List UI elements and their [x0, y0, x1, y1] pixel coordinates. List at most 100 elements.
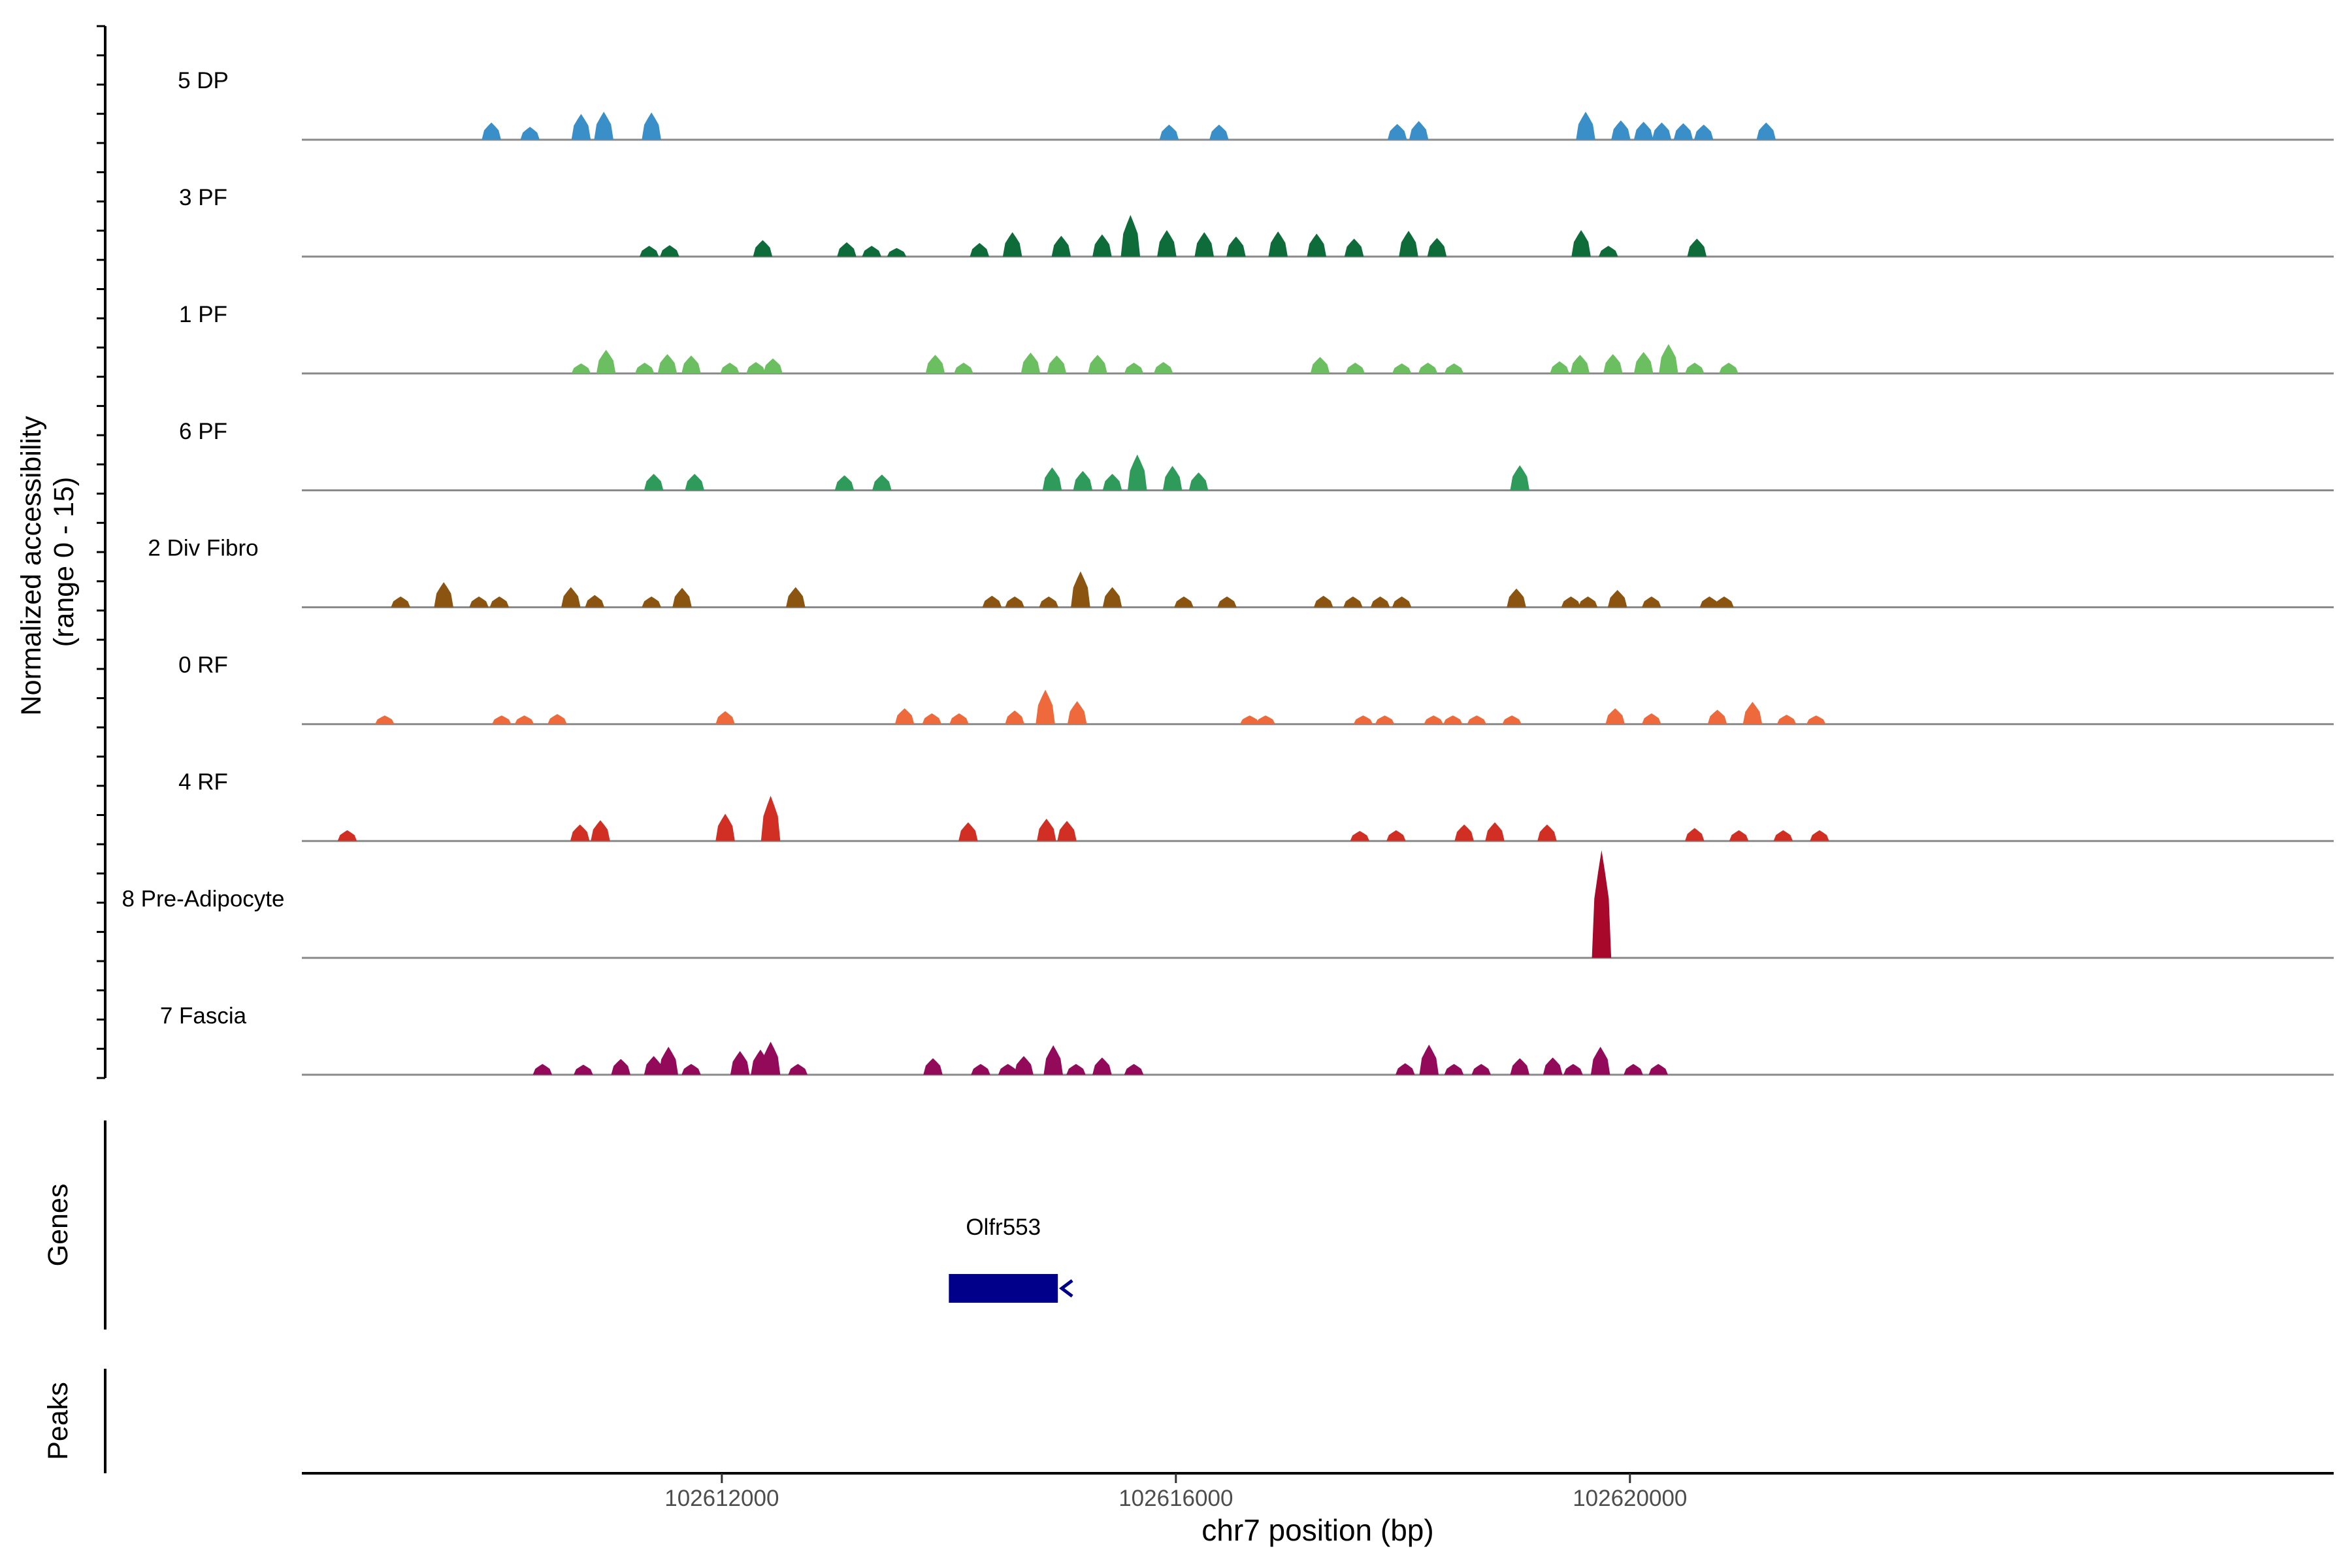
coverage-peak [1642, 596, 1661, 608]
coverage-peak [1471, 1064, 1491, 1075]
gene-strand-arrow [1058, 1279, 1073, 1298]
track-label: 1 PF [179, 302, 227, 327]
peaks-track-label: Peaks [42, 1382, 74, 1460]
coverage-peak [1607, 590, 1627, 608]
coverage-peak [571, 363, 591, 374]
coverage-peak [1092, 234, 1112, 257]
coverage-peak [1344, 238, 1364, 257]
coverage-peak [763, 358, 783, 374]
coverage-peak [760, 795, 781, 841]
coverage-peak [1570, 355, 1590, 374]
coverage-peak [1353, 715, 1373, 725]
coverage-peak [1005, 710, 1024, 725]
y-axis-title-line2: (range 0 - 15) [48, 477, 80, 647]
coverage-peak [872, 474, 892, 491]
track-label: 2 Div Fibro [148, 536, 258, 561]
coverage-peak [574, 1064, 593, 1075]
coverage-peak [1310, 357, 1330, 374]
coverage-peak [1051, 235, 1071, 257]
coverage-peak [1194, 232, 1215, 257]
coverage-peak [1307, 233, 1327, 257]
coverage-peak [837, 242, 857, 257]
coverage-peak [720, 363, 740, 374]
coverage-peak [971, 1064, 990, 1075]
coverage-peak [1217, 596, 1237, 608]
coverage-peak [925, 355, 945, 374]
coverage-peak [1073, 470, 1093, 491]
coverage-peak [1343, 596, 1363, 608]
gene-body [949, 1274, 1058, 1303]
coverage-peak [1042, 467, 1062, 491]
coverage-peak [894, 708, 915, 725]
coverage-peak [1714, 596, 1734, 608]
y-axis-title-line1: Normalized accessibility [16, 416, 47, 715]
coverage-peak [1370, 596, 1390, 608]
coverage-peak [1810, 830, 1829, 841]
coverage-peak [1444, 363, 1464, 374]
coverage-peak [1633, 351, 1654, 374]
coverage-peak [1014, 1056, 1034, 1075]
coverage-track: 3 PF [179, 185, 2334, 258]
coverage-peak [570, 824, 590, 841]
coverage-track: 5 DP [178, 68, 2334, 141]
coverage-peak [1043, 1045, 1063, 1075]
coverage-peak [954, 363, 973, 374]
coverage-peak [1652, 122, 1672, 140]
coverage-peak [1036, 819, 1056, 841]
coverage-peak [887, 248, 907, 257]
track-label: 7 Fascia [160, 1003, 247, 1028]
coverage-peak [672, 587, 692, 608]
x-axis: 102612000 102616000 102620000 [302, 1472, 2334, 1511]
coverage-peak [1209, 124, 1229, 140]
coverage-peak [1102, 474, 1122, 491]
coverage-peak [1409, 121, 1429, 140]
coverage-peak [1124, 363, 1144, 374]
track-label: 3 PF [179, 185, 227, 210]
coverage-peak [1699, 596, 1720, 608]
track-label: 4 RF [178, 770, 228, 795]
coverage-peak [1624, 1064, 1643, 1075]
coverage-peak [489, 596, 510, 608]
coverage-peak [1561, 596, 1581, 608]
coverage-peak [1742, 702, 1763, 725]
x-tick-label: 102616000 [1119, 1486, 1233, 1511]
track-label: 8 Pre-Adipocyte [122, 886, 284, 911]
coverage-peak [1350, 830, 1370, 841]
coverage-peak [922, 713, 942, 725]
coverage-peak [1157, 230, 1177, 257]
coverage-peak [1773, 830, 1793, 841]
coverage-peak [375, 715, 395, 725]
y-axis-title: Normalized accessibility (range 0 - 15) [16, 416, 80, 715]
coverage-peak [788, 1064, 808, 1075]
coverage-peak [1642, 713, 1661, 725]
coverage-peak [1066, 1064, 1086, 1075]
coverage-peak [1386, 830, 1406, 841]
coverage-peak [1578, 596, 1598, 608]
coverage-peak [1719, 363, 1739, 374]
coverage-peak [1071, 571, 1090, 608]
gene-annotations: Olfr553 [949, 1215, 1073, 1303]
coverage-peak [730, 1051, 750, 1075]
track-label: 5 DP [178, 68, 229, 93]
coverage-peak [1124, 1064, 1144, 1075]
coverage-track: 0 RF [178, 653, 2334, 725]
coverage-peak [1444, 1064, 1464, 1075]
coverage-peak [1226, 236, 1246, 257]
coverage-peak [1599, 246, 1618, 257]
coverage-peak [532, 1064, 553, 1075]
coverage-peak [1005, 596, 1024, 608]
coverage-peak [1605, 708, 1625, 725]
coverage-peak [520, 127, 540, 140]
coverage-peak [547, 713, 567, 725]
coverage-peak [1399, 231, 1418, 257]
coverage-peak [1256, 715, 1275, 725]
coverage-peak [982, 595, 1002, 608]
coverage-peak [1633, 122, 1654, 140]
y-axis [97, 25, 106, 1079]
coverage-peak [1776, 715, 1797, 725]
coverage-peak [862, 246, 881, 257]
coverage-peak [1174, 596, 1194, 608]
coverage-peak [715, 813, 735, 841]
coverage-peak [1687, 238, 1707, 257]
coverage-peak [1467, 715, 1487, 725]
